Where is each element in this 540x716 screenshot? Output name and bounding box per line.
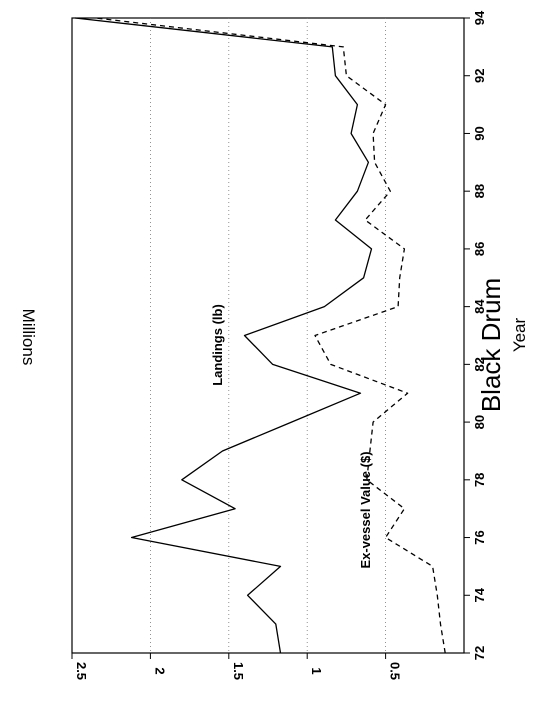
chart-title: Black Drum bbox=[476, 278, 506, 412]
x-tick-label: 74 bbox=[472, 587, 487, 602]
y-axis-ticks: 2.5 2 1.5 1 0.5 bbox=[71, 653, 403, 680]
x-axis-ticks: 72 74 76 78 80 82 84 86 88 90 92 94 bbox=[464, 10, 487, 660]
y-axis-title: Millions bbox=[19, 309, 38, 366]
y-tick-label: 1.5 bbox=[231, 662, 246, 680]
y-tick-label: 1 bbox=[309, 667, 324, 674]
series-lines bbox=[75, 17, 446, 654]
x-tick-label: 90 bbox=[472, 126, 487, 140]
x-tick-label: 92 bbox=[472, 68, 487, 82]
x-tick-label: 78 bbox=[472, 473, 487, 487]
plot-frame bbox=[71, 17, 465, 654]
x-tick-label: 82 bbox=[472, 357, 487, 371]
series-line-landings bbox=[75, 17, 373, 654]
gridlines bbox=[149, 18, 387, 653]
y-tick-label: 2 bbox=[152, 667, 167, 674]
series-label-landings: Landings (lb) bbox=[210, 304, 225, 386]
x-tick-label: 76 bbox=[472, 530, 487, 544]
series-label-exvessel: Ex-vessel Value ($) bbox=[358, 451, 373, 568]
x-tick-label: 84 bbox=[472, 299, 487, 314]
y-tick-label: 0.5 bbox=[388, 662, 403, 680]
x-tick-label: 72 bbox=[472, 646, 487, 660]
x-tick-label: 86 bbox=[472, 242, 487, 256]
y-tick-label: 2.5 bbox=[74, 662, 89, 680]
x-tick-label: 94 bbox=[472, 10, 487, 25]
x-tick-label: 80 bbox=[472, 415, 487, 429]
x-axis-title: Year bbox=[510, 317, 529, 352]
series-line-exvessel bbox=[95, 17, 446, 654]
x-tick-label: 88 bbox=[472, 184, 487, 198]
